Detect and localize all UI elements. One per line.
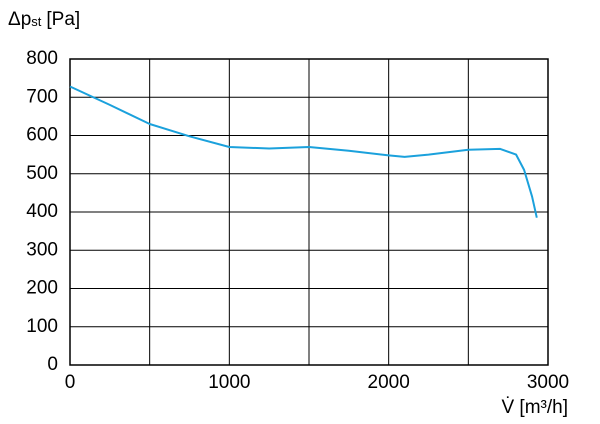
y-tick-label: 0 [47, 354, 58, 375]
y-tick-label: 700 [26, 86, 58, 107]
y-tick-label: 600 [26, 125, 58, 146]
y-axis-label: Δpst [Pa] [8, 9, 80, 30]
y-tick-label: 200 [26, 278, 58, 299]
x-tick-label: 0 [65, 372, 76, 393]
y-tick-label: 400 [26, 201, 58, 222]
y-tick-label: 300 [26, 239, 58, 260]
y-label-sub: st [31, 14, 42, 29]
plot-frame [69, 58, 549, 366]
y-tick-label: 500 [26, 163, 58, 184]
data-line [69, 85, 538, 218]
y-label-main: Δp [8, 9, 31, 30]
x-tick-label: 2000 [368, 372, 410, 393]
x-axis-label: V̇ [m³/h] [501, 397, 568, 418]
y-tick-label: 800 [26, 48, 58, 69]
y-label-unit: [Pa] [46, 9, 80, 30]
x-tick-label: 3000 [527, 372, 569, 393]
y-tick-label: 100 [26, 316, 58, 337]
x-tick-label: 1000 [208, 372, 250, 393]
